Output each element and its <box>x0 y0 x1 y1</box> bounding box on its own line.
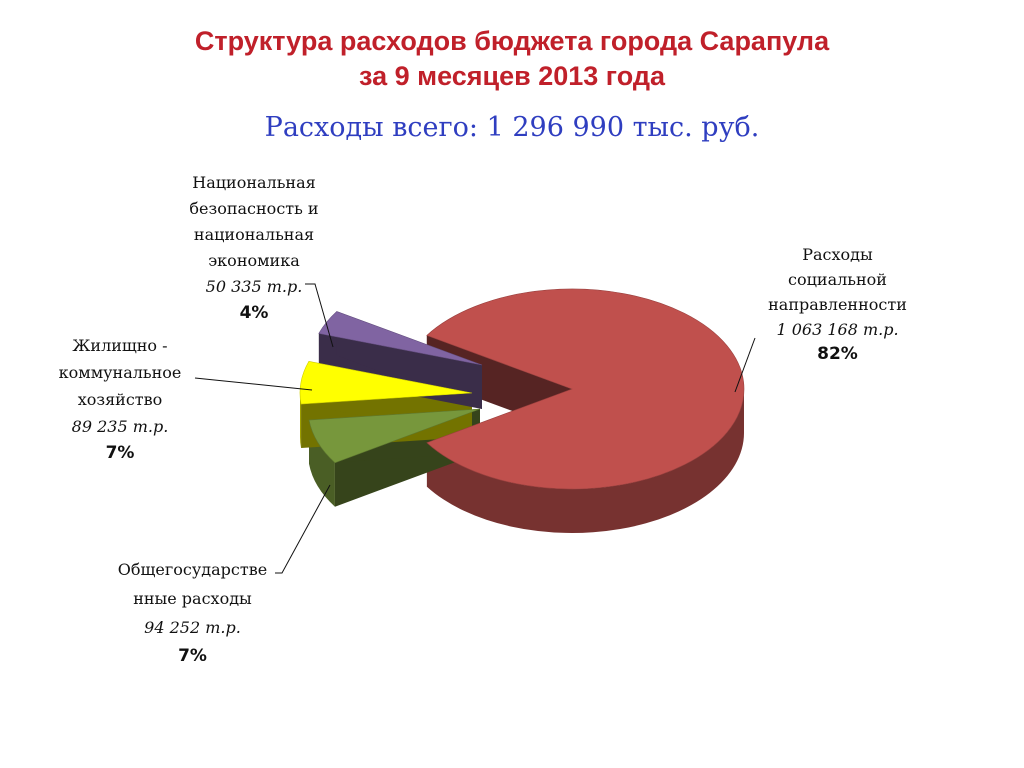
label-line: нные расходы <box>133 589 252 608</box>
slice-tops <box>299 288 745 490</box>
label-line: хозяйство <box>77 390 163 409</box>
leader-social <box>734 337 756 393</box>
slice-percent: 82% <box>817 344 858 364</box>
slice-amount: 94 252 т.р. <box>144 618 241 637</box>
total-expenses: Расходы всего: 1 296 990 тыс. руб. <box>264 112 760 143</box>
label-line: национальная <box>193 225 315 244</box>
chart-title-line-2: за 9 месяцев 2013 года <box>359 61 665 91</box>
slice-amount: 1 063 168 т.р. <box>776 320 899 339</box>
leader-housing <box>194 377 313 391</box>
slice-percent: 7% <box>178 646 207 666</box>
slice-label-social: Расходы социальной направленности 1 063 … <box>745 242 930 367</box>
slice-social <box>426 288 745 490</box>
slice-housing <box>299 361 473 405</box>
slice-housing-side <box>300 393 302 449</box>
slice-amount: 89 235 т.р. <box>71 417 169 436</box>
label-line: Жилищно - <box>72 336 168 355</box>
slice-label-housing: Жилищно - коммунальное хозяйство 89 235 … <box>40 332 200 467</box>
slice-percent: 7% <box>105 443 135 463</box>
leader-general <box>275 484 331 574</box>
slice-security <box>318 311 483 366</box>
label-line: Расходы <box>802 245 873 264</box>
label-line: безопасность и <box>189 199 319 218</box>
label-line: экономика <box>208 251 300 270</box>
chart-title: Структура расходов бюджета города Сарапу… <box>0 24 1024 94</box>
slice-percent: 4% <box>239 303 269 323</box>
slice-amount: 50 335 т.р. <box>205 277 303 296</box>
slice-label-general: Общегосударстве нные расходы 94 252 т.р.… <box>100 555 285 671</box>
label-line: Общегосударстве <box>117 560 268 579</box>
label-line: направленности <box>768 295 907 314</box>
slice-general <box>308 408 481 464</box>
slice-social-side <box>426 389 744 533</box>
chart-title-line-1: Структура расходов бюджета города Сарапу… <box>194 26 830 56</box>
label-line: Национальная <box>192 173 316 192</box>
leader-security <box>305 283 334 348</box>
label-line: коммунальное <box>58 363 182 382</box>
label-line: социальной <box>788 270 887 289</box>
slice-label-security: Национальная безопасность и национальная… <box>165 170 343 326</box>
